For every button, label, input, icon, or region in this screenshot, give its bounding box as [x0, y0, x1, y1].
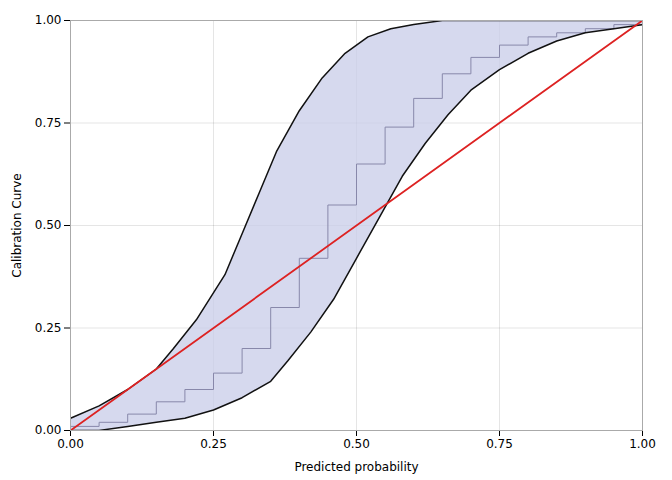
svg-text:0.75: 0.75: [35, 116, 62, 130]
svg-text:0.00: 0.00: [57, 437, 84, 451]
svg-text:0.50: 0.50: [343, 437, 370, 451]
svg-text:0.50: 0.50: [35, 218, 62, 232]
svg-text:0.25: 0.25: [200, 437, 227, 451]
svg-text:0.00: 0.00: [35, 423, 62, 437]
svg-text:1.00: 1.00: [35, 13, 62, 27]
svg-text:Predicted probability: Predicted probability: [294, 460, 418, 474]
svg-text:0.75: 0.75: [486, 437, 513, 451]
svg-text:0.25: 0.25: [35, 321, 62, 335]
svg-text:Calibration Curve: Calibration Curve: [10, 173, 24, 278]
svg-text:1.00: 1.00: [629, 437, 656, 451]
